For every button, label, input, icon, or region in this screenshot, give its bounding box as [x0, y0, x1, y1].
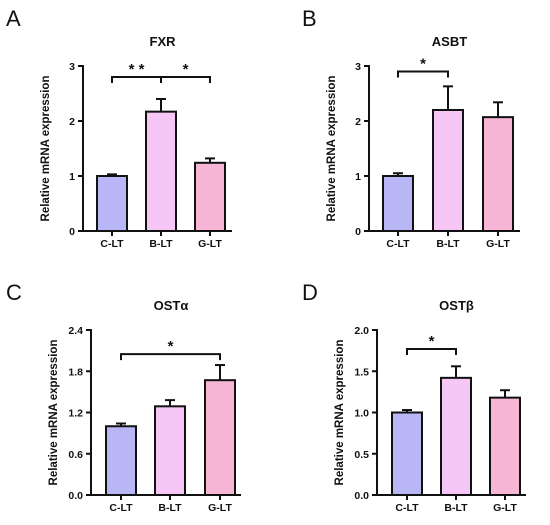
- y-tick-label: 3: [69, 61, 75, 73]
- bar-b-lt: [440, 376, 472, 497]
- significance-bracket: [160, 76, 211, 83]
- y-tick-label: 0: [69, 226, 75, 238]
- chart-title: OSTα: [154, 298, 189, 313]
- y-tick-label: 1.8: [68, 366, 83, 378]
- bar-c-lt: [391, 411, 423, 496]
- y-tick-label: 1: [355, 171, 361, 183]
- bar-g-lt: [489, 396, 521, 496]
- x-tick-label: G-LT: [208, 502, 232, 514]
- y-tick-label: 1.5: [354, 366, 369, 378]
- significance-bracket: [120, 353, 221, 361]
- x-tick-label: B-LT: [444, 502, 468, 514]
- y-tick-label: 0.0: [354, 490, 369, 502]
- significance-marker: * *: [129, 61, 145, 78]
- significance-bracket: [397, 70, 449, 78]
- bar-c-lt: [105, 425, 137, 496]
- y-tick-label: 1.0: [354, 408, 369, 420]
- bar-g-lt: [482, 116, 514, 232]
- chart-title: OSTβ: [439, 298, 474, 313]
- y-tick-label: 0.5: [354, 449, 369, 461]
- x-tick-label: B-LT: [436, 238, 460, 250]
- significance-marker: *: [168, 338, 174, 355]
- x-tick-label: B-LT: [158, 502, 182, 514]
- x-tick-label: C-LT: [395, 502, 419, 514]
- chart-panel-a: A FXR Relative mRNA expression C-LT B-LT G-LT…: [6, 6, 232, 250]
- bar-b-lt: [432, 109, 464, 232]
- chart-panel-d: D OSTβ Relative mRNA expression C-LT B-LT G-L…: [302, 280, 526, 514]
- bar-b-lt: [154, 405, 186, 496]
- significance-marker: *: [420, 56, 426, 73]
- y-axis-label: Relative mRNA expression: [48, 340, 60, 486]
- chart-panel-b: B ASBT Relative mRNA expression C-LT B-LT G-L…: [302, 6, 520, 250]
- y-tick-label: 0.0: [68, 490, 83, 502]
- x-tick-label: C-LT: [100, 238, 124, 250]
- y-tick-label: 2.4: [68, 325, 83, 337]
- bar-g-lt: [204, 379, 236, 496]
- x-tick-label: C-LT: [386, 238, 410, 250]
- panel-letter: C: [6, 280, 22, 305]
- y-tick-label: 0.6: [68, 449, 83, 461]
- significance-bracket: [406, 347, 457, 355]
- y-tick-label: 2: [69, 116, 75, 128]
- y-tick-label: 3: [355, 61, 361, 73]
- y-tick-label: 2: [355, 116, 361, 128]
- x-tick-label: C-LT: [109, 502, 133, 514]
- panel-letter: D: [302, 280, 318, 305]
- y-tick-label: 1.2: [68, 408, 83, 420]
- significance-marker: *: [183, 61, 189, 78]
- x-tick-label: G-LT: [493, 502, 517, 514]
- chart-title: ASBT: [432, 34, 467, 49]
- bar-b-lt: [145, 110, 177, 232]
- y-tick-label: 0: [355, 226, 361, 238]
- chart-title: FXR: [150, 34, 177, 49]
- bar-c-lt: [96, 175, 128, 232]
- panel-letter: A: [6, 6, 21, 31]
- bar-c-lt: [382, 175, 414, 232]
- panel-letter: B: [302, 6, 317, 31]
- significance-marker: *: [429, 333, 435, 350]
- x-tick-label: B-LT: [149, 238, 173, 250]
- y-tick-label: 1: [69, 171, 75, 183]
- y-axis-label: Relative mRNA expression: [334, 340, 346, 486]
- y-axis-label: Relative mRNA expression: [40, 76, 52, 222]
- y-tick-label: 2.0: [354, 325, 369, 337]
- bar-g-lt: [194, 161, 226, 232]
- x-tick-label: G-LT: [486, 238, 510, 250]
- chart-panel-c: C OSTα Relative mRNA expression C-LT B-LT G-L…: [6, 280, 241, 514]
- x-tick-label: G-LT: [198, 238, 222, 250]
- y-axis-label: Relative mRNA expression: [326, 76, 338, 222]
